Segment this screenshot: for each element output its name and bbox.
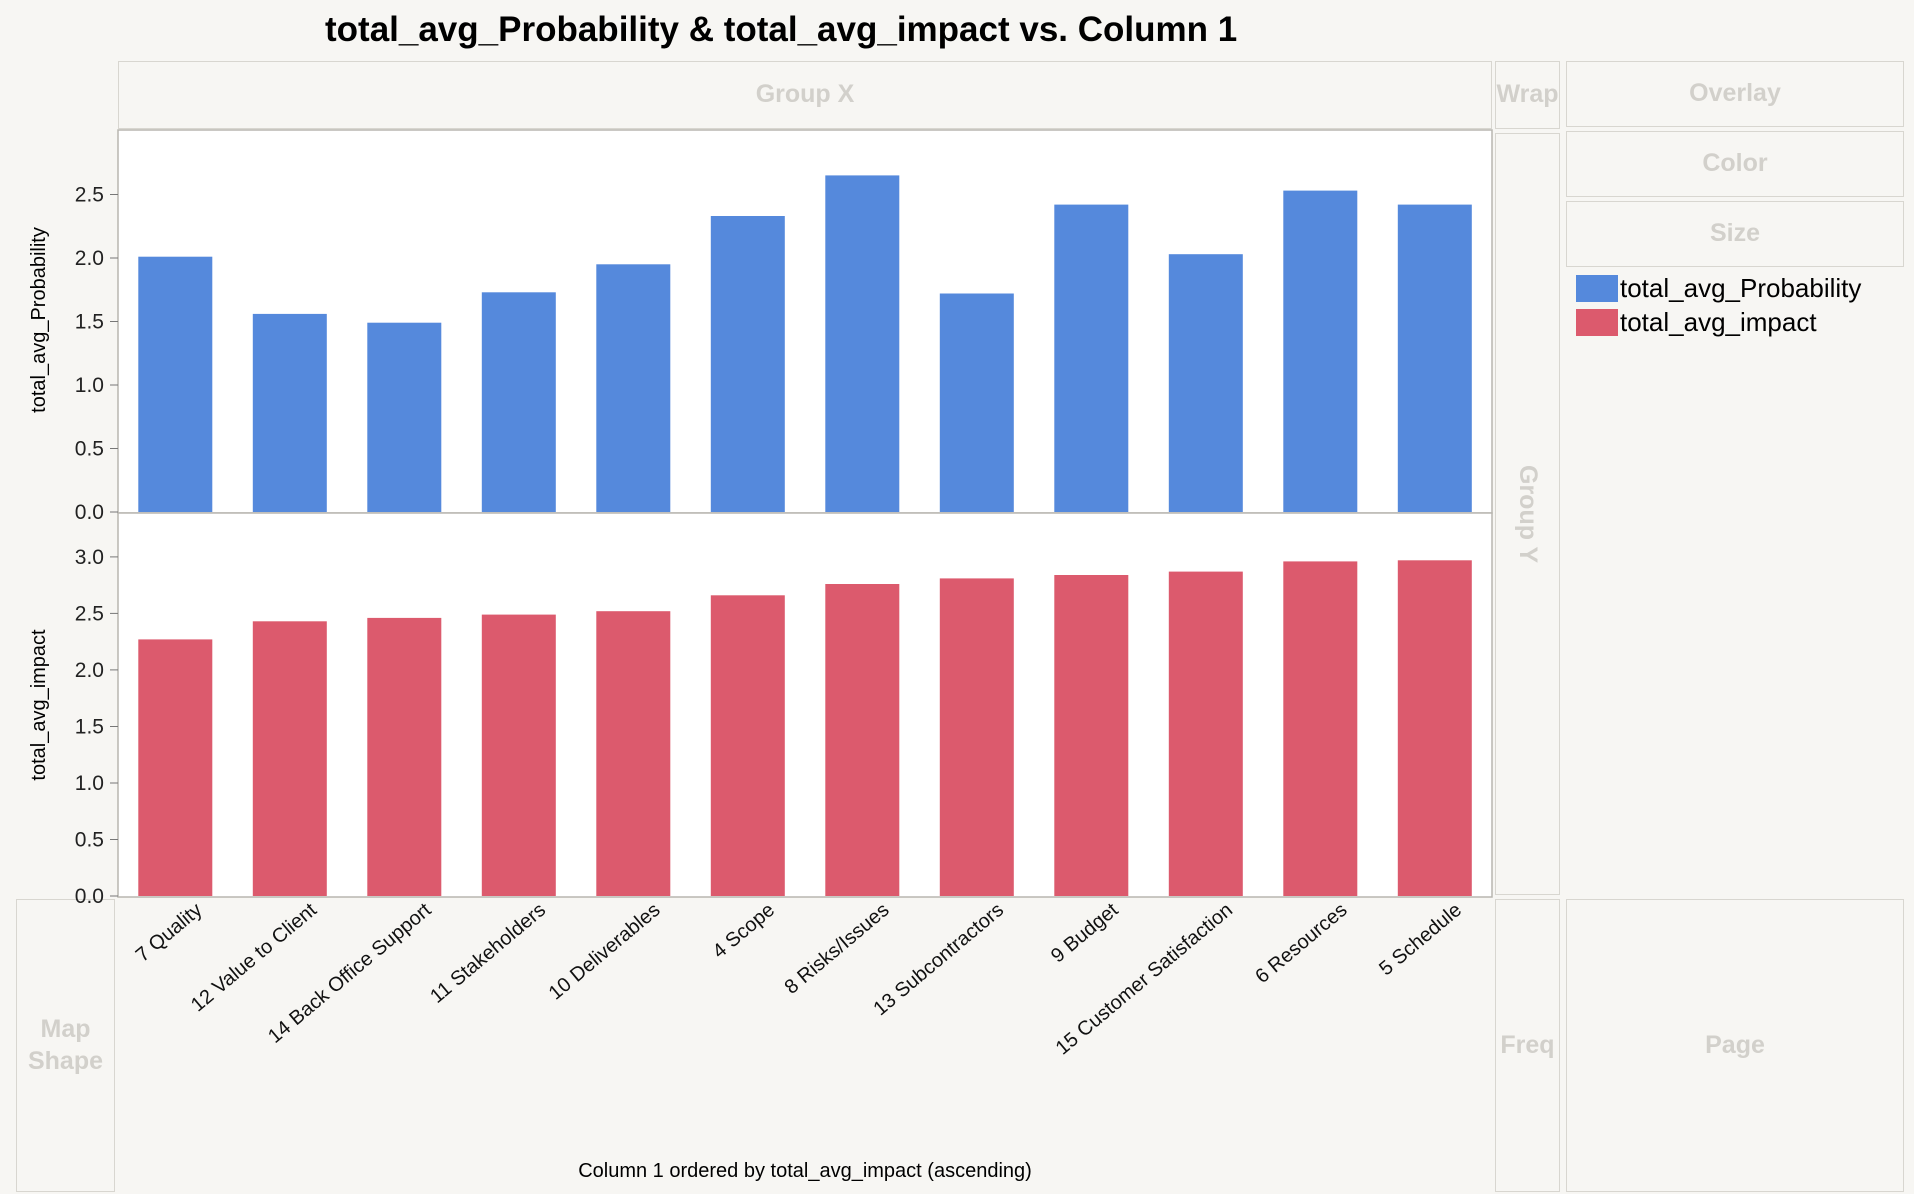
legend-label-impact: total_avg_impact <box>1620 306 1817 337</box>
map-shape-dropzone[interactable]: Map Shape <box>16 899 115 1192</box>
overlay-dropzone[interactable]: Overlay <box>1566 61 1904 127</box>
bars-layer <box>138 175 1472 896</box>
size-dropzone[interactable]: Size <box>1566 201 1904 267</box>
group-x-dropzone[interactable]: Group X <box>118 61 1492 129</box>
bar-probability-6[interactable] <box>825 175 900 512</box>
y-tick-label: 0.5 <box>75 438 104 461</box>
overlay-label: Overlay <box>1689 79 1781 108</box>
bar-probability-7[interactable] <box>939 293 1014 513</box>
x-category-label: 5 Schedule <box>1375 899 1466 980</box>
page-label: Page <box>1705 1030 1765 1059</box>
legend-item-impact[interactable]: total_avg_impact <box>1576 305 1861 339</box>
legend-swatch-impact <box>1576 308 1618 336</box>
bar-probability-11[interactable] <box>1397 204 1472 512</box>
legend-label-probability: total_avg_Probability <box>1620 272 1862 303</box>
wrap-label: Wrap <box>1496 80 1559 109</box>
bar-impact-0[interactable] <box>138 639 213 896</box>
bar-probability-4[interactable] <box>596 264 671 512</box>
bar-probability-2[interactable] <box>367 322 442 512</box>
x-category-label: 6 Resources <box>1251 899 1351 988</box>
plot-frame-bottom <box>117 512 1493 898</box>
bar-impact-6[interactable] <box>825 584 900 896</box>
group-y-label: Group Y <box>1514 464 1543 564</box>
legend-item-probability[interactable]: total_avg_Probability <box>1576 271 1861 305</box>
bar-probability-10[interactable] <box>1283 190 1358 512</box>
bar-impact-4[interactable] <box>596 611 671 896</box>
y-tick-label: 1.0 <box>75 374 104 397</box>
y-tick-label: 2.0 <box>75 659 104 682</box>
y-tick-label: 1.0 <box>75 772 104 795</box>
map-shape-label: Map Shape <box>27 1015 104 1075</box>
bar-probability-0[interactable] <box>138 256 213 512</box>
x-axis-title: Column 1 ordered by total_avg_impact (as… <box>578 1160 1032 1182</box>
x-category-label: 7 Quality <box>132 899 207 967</box>
y-ticks-layer: 0.0 0.5 1.0 1.5 2.0 2.5 0.0 0.5 1.0 1.5 2.0 2.5 3.0 <box>75 184 118 908</box>
bar-impact-8[interactable] <box>1054 575 1129 896</box>
y-axis-title-probability: total_avg_Probability <box>28 227 50 413</box>
wrap-dropzone[interactable]: Wrap <box>1495 61 1560 129</box>
bar-impact-11[interactable] <box>1397 560 1472 896</box>
bar-probability-3[interactable] <box>481 292 556 512</box>
bar-impact-3[interactable] <box>481 614 556 896</box>
bar-impact-7[interactable] <box>939 578 1014 896</box>
bar-probability-8[interactable] <box>1054 204 1129 512</box>
y-tick-label: 1.5 <box>75 311 104 334</box>
y-tick-label: 1.5 <box>75 716 104 739</box>
y-tick-label: 0.0 <box>75 885 104 908</box>
group-x-label: Group X <box>755 80 855 109</box>
chart-title: total_avg_Probability & total_avg_impact… <box>325 10 1238 49</box>
size-label: Size <box>1709 219 1761 248</box>
color-dropzone[interactable]: Color <box>1566 131 1904 197</box>
freq-label: Freq <box>1500 1030 1555 1059</box>
freq-dropzone[interactable]: Freq <box>1495 899 1560 1192</box>
bar-probability-9[interactable] <box>1168 254 1243 512</box>
y-tick-label: 2.0 <box>75 247 104 270</box>
y-tick-label: 2.5 <box>75 602 104 625</box>
page-dropzone[interactable]: Page <box>1566 899 1904 1192</box>
bar-impact-5[interactable] <box>710 595 785 896</box>
legend-swatch-probability <box>1576 274 1618 302</box>
x-category-label: 8 Risks/Issues <box>781 899 894 999</box>
bar-impact-2[interactable] <box>367 617 442 896</box>
y-tick-label: 2.5 <box>75 184 104 207</box>
bar-probability-1[interactable] <box>252 313 327 512</box>
legend: total_avg_Probability total_avg_impact <box>1576 271 1861 339</box>
y-tick-label: 0.5 <box>75 829 104 852</box>
bar-impact-1[interactable] <box>252 621 327 896</box>
x-category-label: 10 Deliverables <box>545 899 665 1004</box>
plot-frame-top <box>117 129 1493 514</box>
bar-impact-10[interactable] <box>1283 561 1358 896</box>
y-tick-label: 3.0 <box>75 546 104 569</box>
x-category-label: 9 Budget <box>1047 899 1123 968</box>
bar-impact-9[interactable] <box>1168 571 1243 896</box>
group-y-dropzone[interactable]: Group Y <box>1495 133 1560 895</box>
x-category-label: 11 Stakeholders <box>426 899 550 1008</box>
color-label: Color <box>1702 149 1768 178</box>
bar-probability-5[interactable] <box>710 216 785 512</box>
y-axis-title-impact: total_avg_impact <box>28 629 50 781</box>
y-tick-label: 0.0 <box>75 501 104 524</box>
x-category-label: 4 Scope <box>709 899 779 963</box>
